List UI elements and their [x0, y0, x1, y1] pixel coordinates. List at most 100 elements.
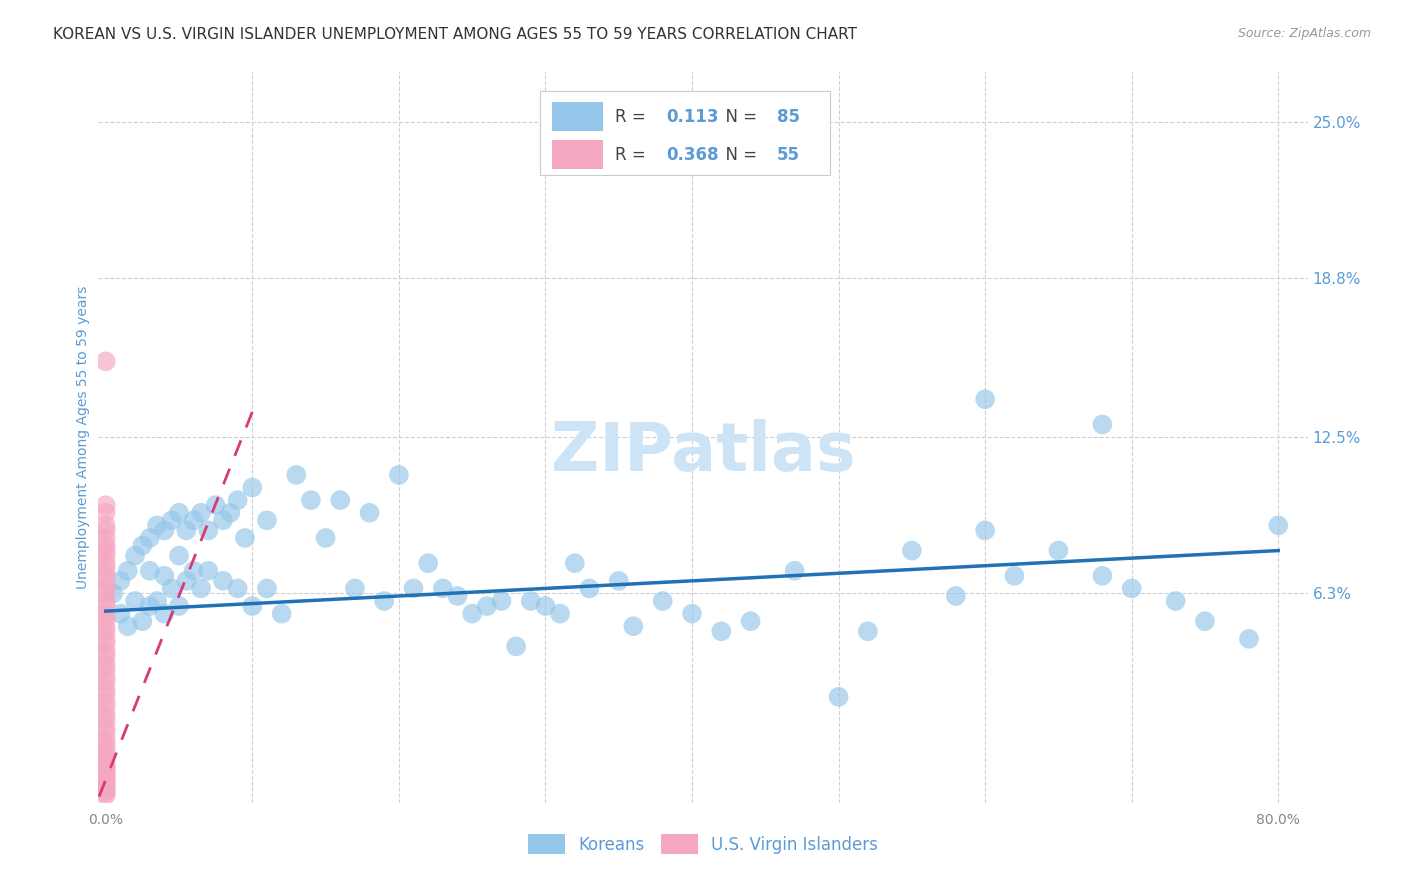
Point — [94, 753, 117, 767]
Text: 85: 85 — [776, 108, 800, 126]
Point — [1267, 518, 1289, 533]
Point — [183, 564, 205, 578]
Point — [461, 607, 484, 621]
Point — [548, 607, 571, 621]
Point — [124, 594, 146, 608]
Point — [94, 637, 117, 651]
Point — [94, 518, 117, 533]
Legend: Koreans, U.S. Virgin Islanders: Koreans, U.S. Virgin Islanders — [522, 828, 884, 860]
Point — [1004, 569, 1026, 583]
Point — [94, 695, 117, 709]
Point — [520, 594, 543, 608]
Point — [94, 569, 117, 583]
Point — [1237, 632, 1260, 646]
Point — [94, 498, 117, 512]
Text: 0.113: 0.113 — [666, 108, 720, 126]
Text: 0.368: 0.368 — [666, 145, 720, 164]
Point — [94, 632, 117, 646]
Point — [343, 582, 366, 596]
Point — [94, 624, 117, 639]
Point — [446, 589, 468, 603]
Point — [94, 531, 117, 545]
Text: 55: 55 — [776, 145, 800, 164]
Point — [740, 614, 762, 628]
Point — [1091, 417, 1114, 432]
Point — [651, 594, 673, 608]
Text: R =: R = — [614, 145, 651, 164]
Point — [94, 720, 117, 734]
Point — [94, 539, 117, 553]
Point — [945, 589, 967, 603]
Point — [240, 599, 263, 613]
Point — [329, 493, 352, 508]
Point — [359, 506, 381, 520]
Point — [299, 493, 322, 508]
Point — [1164, 594, 1187, 608]
Point — [94, 582, 117, 596]
Point — [94, 657, 117, 671]
Point — [94, 763, 117, 777]
Point — [94, 524, 117, 538]
Point — [94, 780, 117, 795]
Point — [110, 607, 132, 621]
Point — [219, 506, 242, 520]
Point — [197, 564, 219, 578]
Point — [901, 543, 924, 558]
Point — [402, 582, 425, 596]
Point — [167, 599, 190, 613]
Point — [1047, 543, 1070, 558]
Point — [94, 662, 117, 676]
Point — [94, 586, 117, 600]
Point — [183, 513, 205, 527]
Point — [94, 687, 117, 701]
Point — [491, 594, 513, 608]
Point — [94, 725, 117, 739]
Point — [94, 644, 117, 658]
Point — [226, 493, 249, 508]
Point — [131, 614, 153, 628]
Point — [226, 582, 249, 596]
Point — [856, 624, 879, 639]
Point — [94, 773, 117, 788]
Point — [94, 607, 117, 621]
Point — [94, 549, 117, 563]
Point — [94, 771, 117, 785]
FancyBboxPatch shape — [551, 102, 603, 131]
Point — [315, 531, 337, 545]
Point — [94, 786, 117, 800]
Point — [94, 674, 117, 689]
Point — [131, 539, 153, 553]
Point — [153, 569, 176, 583]
Point — [94, 574, 117, 588]
Point — [94, 732, 117, 747]
Text: ZIPatlas: ZIPatlas — [551, 418, 855, 484]
Text: KOREAN VS U.S. VIRGIN ISLANDER UNEMPLOYMENT AMONG AGES 55 TO 59 YEARS CORRELATIO: KOREAN VS U.S. VIRGIN ISLANDER UNEMPLOYM… — [53, 27, 858, 42]
Point — [153, 607, 176, 621]
Point — [94, 556, 117, 570]
Point — [270, 607, 292, 621]
Point — [94, 682, 117, 697]
Point — [94, 783, 117, 797]
Point — [94, 775, 117, 789]
FancyBboxPatch shape — [551, 140, 603, 169]
Point — [176, 524, 198, 538]
Point — [101, 586, 124, 600]
Point — [285, 467, 308, 482]
Point — [475, 599, 498, 613]
Point — [233, 531, 256, 545]
Point — [256, 582, 278, 596]
Point — [710, 624, 733, 639]
Point — [94, 778, 117, 792]
Point — [621, 619, 644, 633]
Point — [94, 747, 117, 762]
Text: N =: N = — [716, 108, 762, 126]
Point — [167, 506, 190, 520]
Point — [94, 713, 117, 727]
Text: N =: N = — [716, 145, 762, 164]
Point — [94, 619, 117, 633]
Point — [564, 556, 586, 570]
Point — [94, 707, 117, 722]
Point — [94, 561, 117, 575]
Point — [110, 574, 132, 588]
Point — [153, 524, 176, 538]
